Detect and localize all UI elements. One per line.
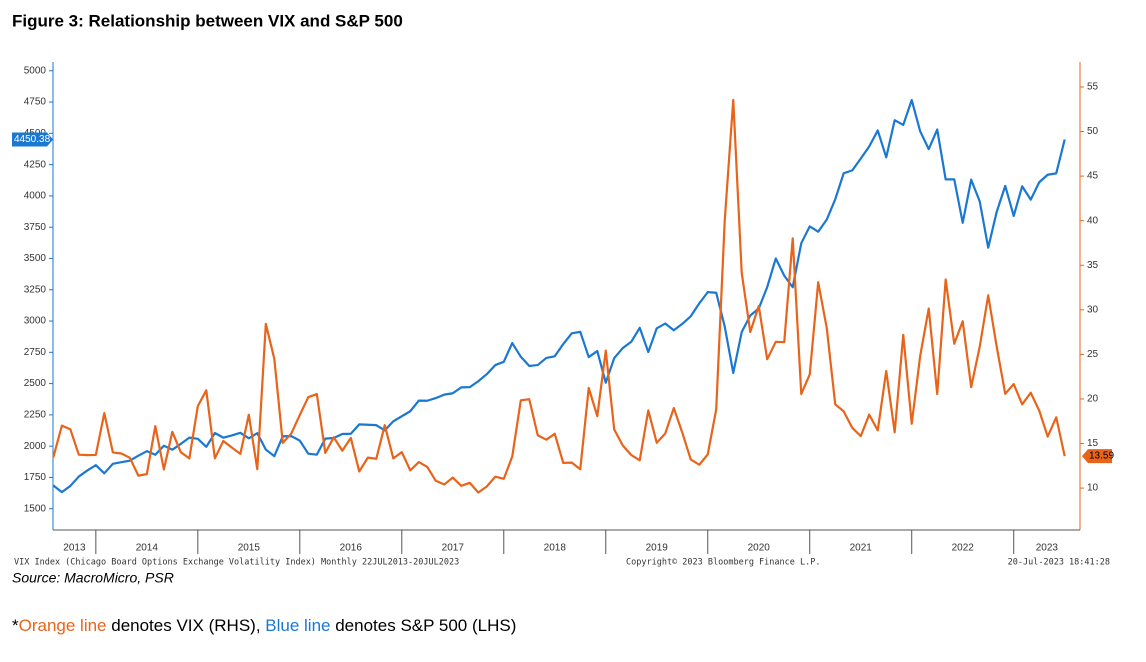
- x-tick-label: 2018: [544, 543, 567, 554]
- y2-tick-label: 30: [1087, 304, 1099, 315]
- series-line: [52, 98, 1066, 494]
- y-tick-label: 4750: [24, 97, 47, 108]
- note: *Orange line denotes VIX (RHS), Blue lin…: [12, 616, 516, 635]
- note-part: *: [12, 616, 19, 635]
- x-tick-label: 2017: [442, 543, 465, 554]
- note-part: (RHS),: [204, 616, 265, 635]
- series-line: [52, 98, 1066, 494]
- x-tick-label: 2020: [748, 543, 771, 554]
- note-part: denotes: [107, 616, 177, 635]
- y2-tick-label: 55: [1087, 82, 1099, 93]
- y-tick-label: 2000: [24, 441, 47, 452]
- last-value-tag: [12, 132, 53, 147]
- last-value-label: 4450.38: [14, 134, 51, 145]
- x-tick-label: 2013: [63, 543, 86, 554]
- y2-tick-label: 15: [1087, 438, 1099, 449]
- y-tick-label: 3500: [24, 253, 47, 264]
- footer-left: VIX Index (Chicago Board Options Exchang…: [14, 558, 459, 568]
- y2-tick-label: 35: [1087, 260, 1099, 271]
- last-value-label: 13.59: [1089, 451, 1114, 462]
- note-part: Orange line: [19, 616, 107, 635]
- y2-tick-label: 20: [1087, 394, 1099, 405]
- last-value-tag: [1082, 449, 1112, 464]
- y2-tick-label: 40: [1087, 215, 1099, 226]
- x-tick-label: 2019: [646, 543, 669, 554]
- footer-center: Copyright© 2023 Bloomberg Finance L.P.: [626, 558, 820, 568]
- note-part: Blue line: [265, 616, 330, 635]
- x-tick-label: 2016: [340, 543, 363, 554]
- y2-tick-label: 50: [1087, 126, 1099, 137]
- y2-tick-label: 25: [1087, 349, 1099, 360]
- y2-tick-label: 45: [1087, 171, 1099, 182]
- x-tick-label: 2023: [1036, 543, 1059, 554]
- y-tick-label: 3750: [24, 222, 47, 233]
- y-tick-label: 3250: [24, 284, 47, 295]
- chart-title: Figure 3: Relationship between VIX and S…: [12, 11, 403, 30]
- y2-tick-label: 10: [1087, 483, 1099, 494]
- note-part: S&P 500: [400, 616, 467, 635]
- y-tick-label: 3000: [24, 316, 47, 327]
- y-tick-label: 5000: [24, 65, 47, 76]
- y-tick-label: 4250: [24, 159, 47, 170]
- y-tick-label: 1750: [24, 472, 47, 483]
- y-tick-label: 2250: [24, 410, 47, 421]
- note-part: (LHS): [467, 616, 516, 635]
- y-tick-label: 1500: [24, 503, 47, 514]
- note-part: VIX: [176, 616, 203, 635]
- footer-right: 20-Jul-2023 18:41:28: [1008, 558, 1110, 568]
- x-tick-label: 2022: [952, 543, 975, 554]
- y-tick-label: 2750: [24, 347, 47, 358]
- x-tick-label: 2014: [136, 543, 159, 554]
- source: Source: MacroMicro, PSR: [12, 570, 174, 586]
- x-tick-label: 2015: [238, 543, 261, 554]
- y-tick-label: 4000: [24, 191, 47, 202]
- y-tick-label: 2500: [24, 378, 47, 389]
- x-tick-label: 2021: [850, 543, 873, 554]
- note-part: denotes: [330, 616, 400, 635]
